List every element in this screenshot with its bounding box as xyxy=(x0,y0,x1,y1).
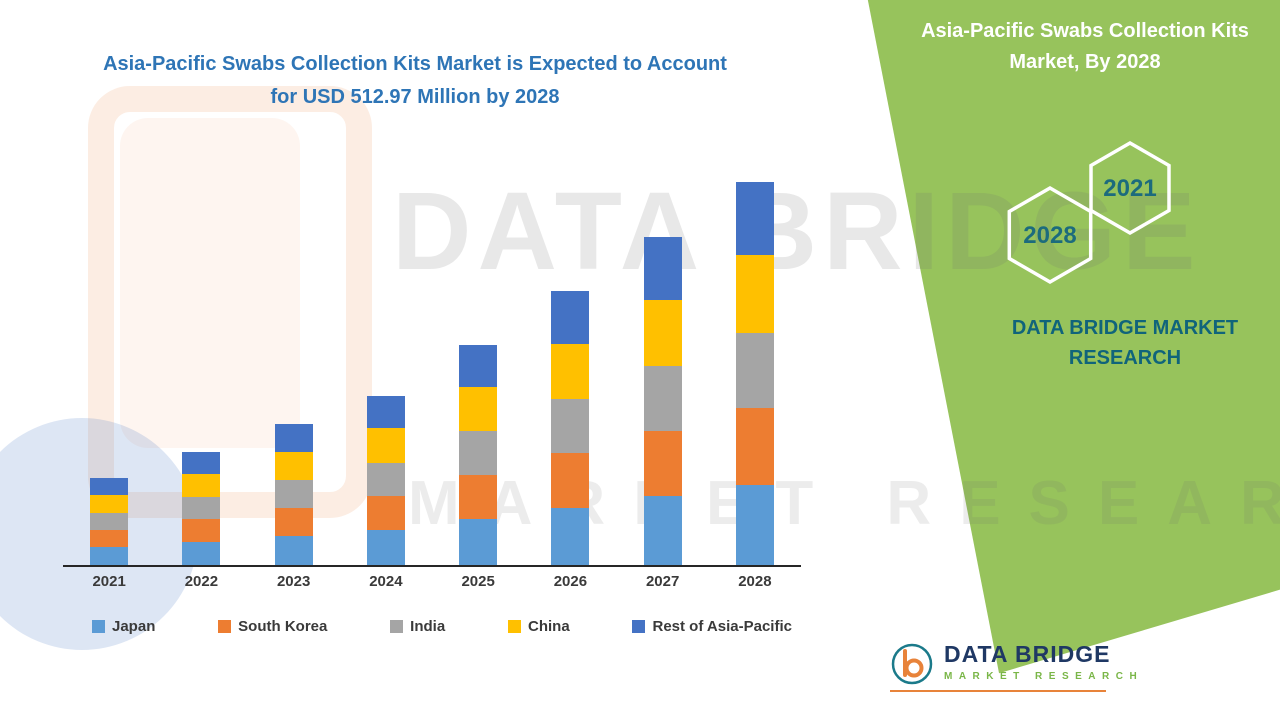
bar-segment-rest-of-asia-pacific xyxy=(366,395,405,429)
x-axis-label-2025: 2025 xyxy=(461,573,495,590)
x-axis-label-2028: 2028 xyxy=(738,573,772,590)
watermark-text-databridge: DATA BRIDGE xyxy=(392,170,1202,293)
hexagon-2021-outline xyxy=(1089,140,1171,236)
bar-segment-rest-of-asia-pacific xyxy=(274,423,313,452)
bar-segment-japan xyxy=(366,529,405,565)
bar-column-2027 xyxy=(617,236,709,565)
logo-name: DATA BRIDGE xyxy=(944,641,1111,667)
bar-segment-rest-of-asia-pacific xyxy=(643,236,682,300)
bar-segment-china xyxy=(643,300,682,367)
bar-column-2025 xyxy=(432,344,524,565)
bar-segment-rest-of-asia-pacific xyxy=(551,291,590,345)
bar-segment-japan xyxy=(551,507,590,565)
bar-column-2024 xyxy=(340,395,432,565)
x-axis-label-2021: 2021 xyxy=(92,573,126,590)
x-axis-labels: 2021 2022 2023 2024 2025 2026 2027 2028 xyxy=(63,573,801,590)
stacked-bar-2024 xyxy=(366,395,405,565)
bar-segment-china xyxy=(90,494,129,513)
legend-swatch xyxy=(218,620,232,633)
bar-segment-rest-of-asia-pacific xyxy=(182,451,221,474)
bar-segment-rest-of-asia-pacific xyxy=(90,477,129,495)
legend-item-india: India xyxy=(390,618,445,635)
stacked-bar-2027 xyxy=(643,236,682,565)
bar-segment-japan xyxy=(643,496,682,565)
hexagon-2028-label: 2028 xyxy=(1023,222,1076,249)
bar-segment-south-korea xyxy=(366,496,405,530)
bar-segment-japan xyxy=(735,485,774,565)
legend-swatch xyxy=(390,620,404,633)
legend-label: China xyxy=(528,618,570,635)
bar-segment-rest-of-asia-pacific xyxy=(735,182,774,256)
bar-segment-south-korea xyxy=(643,430,682,497)
legend-label: Japan xyxy=(112,618,156,635)
bar-column-2026 xyxy=(524,291,616,565)
logo-watermark-orange-shape xyxy=(88,86,372,518)
stacked-bar-2025 xyxy=(459,344,498,565)
bar-column-2028 xyxy=(709,182,801,565)
bar-segment-japan xyxy=(274,535,313,565)
legend-item-rest-of-asia-pacific: Rest of Asia-Pacific xyxy=(632,618,792,635)
stacked-bar-2026 xyxy=(551,291,590,565)
logo-watermark-peach-shape xyxy=(120,118,300,448)
legend-label: India xyxy=(410,618,446,635)
bar-segment-japan xyxy=(182,541,221,565)
x-axis-label-2026: 2026 xyxy=(553,573,588,590)
legend-item-china: China xyxy=(508,618,570,635)
legend-item-south-korea: South Korea xyxy=(218,618,327,635)
bar-column-2023 xyxy=(248,423,340,565)
logo-subtitle: MARKET RESEARCH xyxy=(944,671,1144,683)
bar-segment-india xyxy=(735,332,774,409)
bar-segment-rest-of-asia-pacific xyxy=(459,344,498,387)
bar-column-2021 xyxy=(63,477,155,565)
hexagon-2028-outline xyxy=(1007,185,1093,285)
x-axis-label-2027: 2027 xyxy=(645,573,680,590)
bar-segment-south-korea xyxy=(182,519,221,542)
stacked-bar-2023 xyxy=(274,423,313,565)
bar-segment-japan xyxy=(459,518,498,565)
bar-segment-south-korea xyxy=(459,474,498,519)
bar-segment-china xyxy=(366,428,405,463)
bar-segment-india xyxy=(459,431,498,475)
databridge-logo: DATA BRIDGE MARKET RESEARCH xyxy=(890,641,1144,686)
panel-brand-text: DATA BRIDGE MARKET RESEARCH xyxy=(1011,317,1239,369)
hexagon-2021-label: 2021 xyxy=(1103,175,1156,202)
bar-segment-india xyxy=(182,497,221,520)
x-axis-label-2024: 2024 xyxy=(369,573,403,590)
bar-segment-south-korea xyxy=(274,507,313,536)
bar-segment-china xyxy=(274,451,313,480)
bar-segment-china xyxy=(459,386,498,432)
chart-title: Asia-Pacific Swabs Collection Kits Marke… xyxy=(103,53,727,108)
bar-segment-china xyxy=(551,344,590,400)
bar-segment-india xyxy=(643,366,682,431)
stacked-bar-2021 xyxy=(90,477,129,565)
bar-segment-india xyxy=(90,512,129,530)
legend: Japan South Korea India China Rest of Asia-P… xyxy=(92,618,792,635)
bar-segment-india xyxy=(366,462,405,497)
bar-segment-china xyxy=(735,255,774,333)
plot-area xyxy=(63,180,801,567)
panel-title: Asia-Pacific Swabs Collection Kits Marke… xyxy=(921,20,1249,73)
legend-swatch xyxy=(92,620,105,633)
logo-underline xyxy=(890,690,1106,692)
year-hexagons: 2021 2028 xyxy=(1007,140,1171,285)
bar-segment-china xyxy=(182,473,221,498)
x-axis-label-2023: 2023 xyxy=(276,573,311,590)
legend-label: South Korea xyxy=(238,618,328,635)
legend-swatch xyxy=(632,620,646,633)
x-axis-label-2022: 2022 xyxy=(184,573,219,590)
stacked-bar-2022 xyxy=(182,451,221,565)
bar-segment-japan xyxy=(90,547,129,565)
legend-swatch xyxy=(508,620,521,633)
legend-item-japan: Japan xyxy=(92,618,155,635)
bar-column-2022 xyxy=(155,451,247,565)
databridge-logo-icon xyxy=(891,643,933,685)
bar-segment-south-korea xyxy=(90,529,129,548)
bar-segment-south-korea xyxy=(551,453,590,508)
stacked-bar-2028 xyxy=(735,182,774,565)
bar-segment-south-korea xyxy=(735,408,774,486)
legend-label: Rest of Asia-Pacific xyxy=(652,618,792,635)
bar-segment-india xyxy=(551,399,590,454)
bar-segment-india xyxy=(274,479,313,508)
